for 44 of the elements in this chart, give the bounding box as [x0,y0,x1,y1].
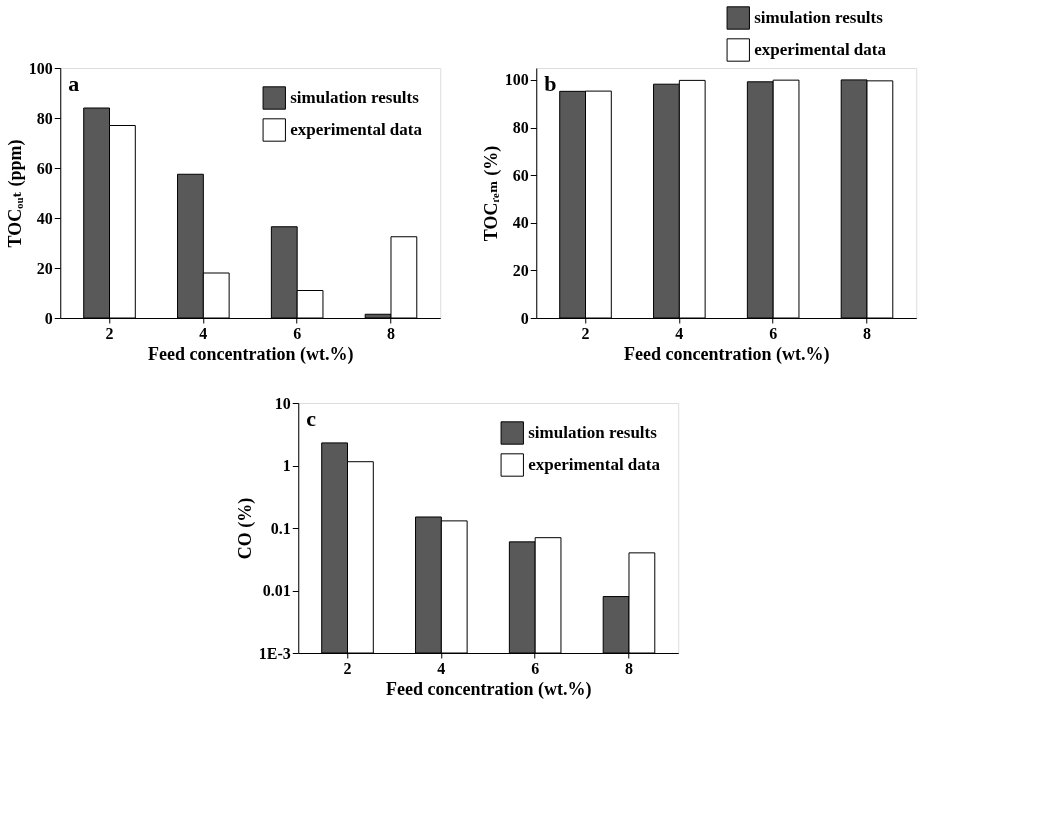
x-tick-label: 2 [105,324,114,342]
y-tick-label: 10 [274,394,291,412]
x-tick-label: 4 [437,659,446,677]
x-axis-title: Feed concentration (wt.%) [386,678,592,700]
x-tick-label: 6 [531,659,540,677]
legend-label: simulation results [528,423,658,442]
y-tick-label: 20 [36,259,53,277]
x-tick-label: 2 [581,324,590,342]
legend-label: experimental data [754,40,887,59]
x-axis-title: Feed concentration (wt.%) [148,343,354,365]
y-tick-label: 60 [512,166,529,184]
y-tick-label: 80 [36,109,53,127]
y-tick-label: 1 [282,457,291,474]
x-tick-label: 8 [386,324,395,342]
y-tick-label: 100 [504,71,529,89]
y-tick-label: 20 [512,261,529,279]
legend-label: simulation results [754,8,884,27]
x-tick-label: 8 [862,324,871,342]
annotation: c [306,406,317,431]
y-tick-label: 60 [36,159,53,177]
y-tick-label: 80 [512,119,529,137]
x-tick-label: 4 [675,324,684,342]
y-tick-label: 40 [36,209,53,227]
y-tick-label: 100 [28,59,53,77]
y-tick-label: 40 [512,214,529,232]
legend-label: experimental data [290,120,423,139]
x-tick-label: 2 [343,659,352,677]
y-tick-label: 0.01 [262,582,291,599]
x-tick-label: 6 [293,324,302,342]
x-tick-label: 8 [624,659,633,677]
x-axis-title: Feed concentration (wt.%) [624,343,830,365]
y-tick-label: 0.1 [270,519,291,537]
y-tick-label: 0 [520,309,529,327]
legend-label: simulation results [290,88,420,107]
y-tick-label: 0 [44,309,53,327]
y-axis-title: TOCᵣₑₘ (%) [480,145,502,242]
y-axis-title: CO (%) [234,497,256,560]
annotation: b [544,71,557,96]
y-tick-label: 1E-3 [258,644,291,662]
legend-label: experimental data [528,455,661,474]
annotation: a [68,71,80,96]
x-tick-label: 6 [769,324,778,342]
y-axis-title: TOCₒᵤₜ (ppm) [4,139,26,248]
x-tick-label: 4 [199,324,208,342]
